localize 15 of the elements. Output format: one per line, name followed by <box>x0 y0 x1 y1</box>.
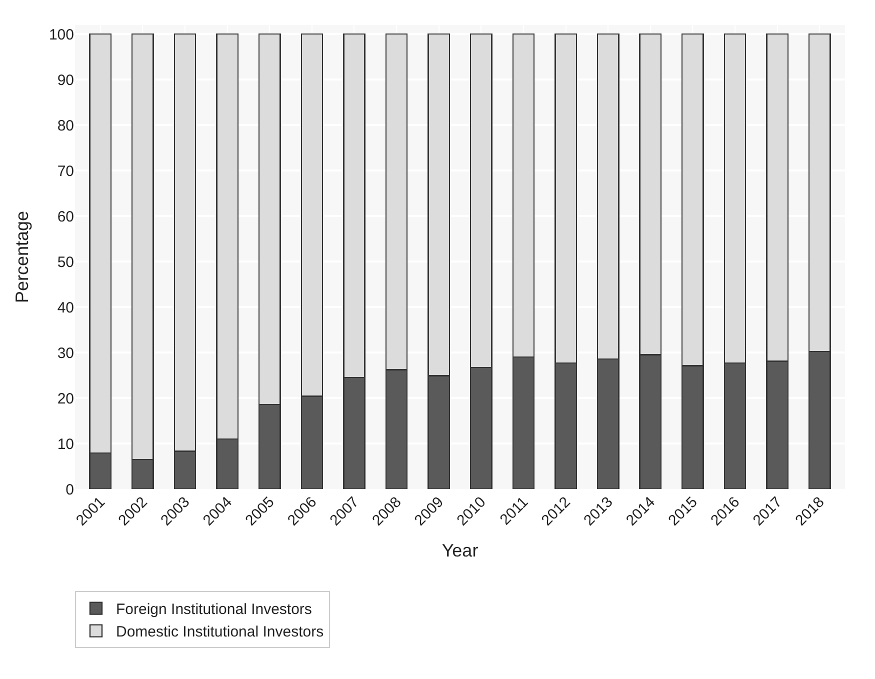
y-tick-label: 70 <box>57 162 74 180</box>
y-tick-label: 10 <box>57 436 74 453</box>
y-tick-label: 0 <box>66 481 74 498</box>
legend-label: Domestic Institutional Investors <box>116 624 324 641</box>
y-tick-label: 60 <box>57 208 74 226</box>
y-axis-title: Percentage <box>12 210 32 304</box>
y-tick-label: 40 <box>57 299 74 316</box>
y-tick-label: 100 <box>48 26 74 44</box>
x-axis-title: Year <box>442 540 478 560</box>
legend-label: Foreign Institutional Investors <box>116 601 312 618</box>
y-tick-label: 30 <box>57 344 74 362</box>
y-tick-label: 80 <box>57 117 74 134</box>
y-tick-label: 90 <box>57 72 74 89</box>
y-tick-label: 20 <box>57 390 74 408</box>
y-tick-label: 50 <box>57 254 74 271</box>
